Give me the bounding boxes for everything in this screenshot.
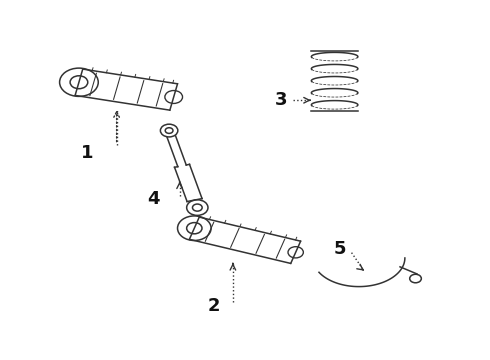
Text: 4: 4 bbox=[147, 190, 159, 208]
Text: 3: 3 bbox=[275, 91, 288, 109]
Text: 1: 1 bbox=[81, 144, 94, 162]
Text: 2: 2 bbox=[207, 297, 220, 315]
Text: 5: 5 bbox=[333, 240, 346, 258]
